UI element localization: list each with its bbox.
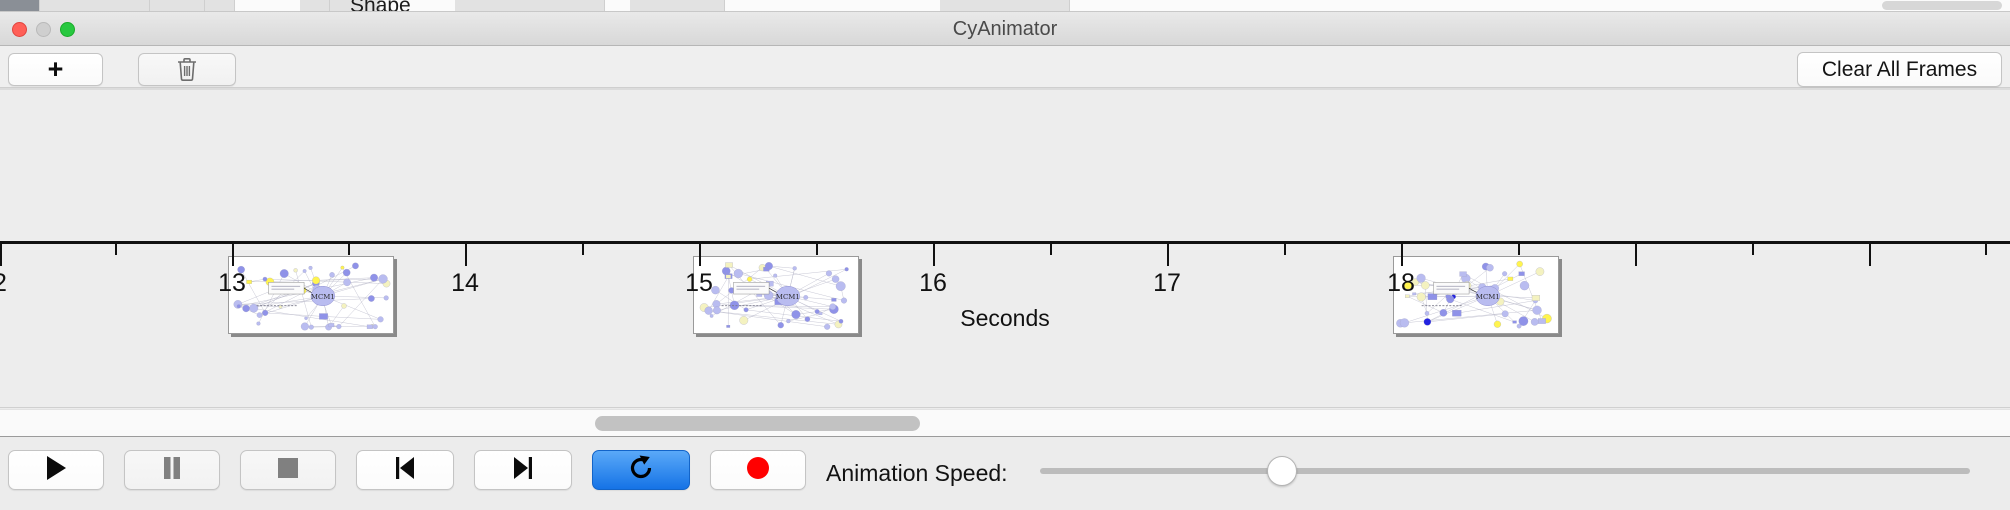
pause-button[interactable] — [124, 450, 220, 490]
axis-tick-major — [1167, 244, 1169, 266]
play-icon — [44, 455, 68, 486]
play-button[interactable] — [8, 450, 104, 490]
bg-chip — [455, 0, 605, 11]
svg-text:MCM1: MCM1 — [776, 293, 800, 301]
skip-start-icon — [393, 455, 417, 486]
skip-end-icon — [511, 455, 535, 486]
toolbar: + Clear All Frames — [0, 46, 2010, 88]
axis-line — [0, 241, 2010, 244]
axis-tick-major — [699, 244, 701, 266]
window-controls — [12, 22, 75, 37]
axis-tick-minor — [1050, 244, 1052, 255]
axis-tick-major — [1401, 244, 1403, 266]
timeline-axis: 2 13 14 15 16 17 18 Seconds — [0, 241, 2010, 331]
bg-chip — [150, 0, 205, 11]
record-icon — [746, 456, 770, 485]
minimize-button[interactable] — [36, 22, 51, 37]
bg-chip — [40, 0, 150, 11]
record-button[interactable] — [710, 450, 806, 490]
axis-tick-label: 14 — [451, 269, 479, 297]
bg-chip — [0, 0, 40, 11]
bg-chip — [330, 0, 380, 11]
skip-end-button[interactable] — [474, 450, 572, 490]
axis-tick-label: 16 — [919, 269, 947, 297]
axis-tick-minor — [1985, 244, 1987, 255]
axis-title: Seconds — [960, 305, 1050, 331]
add-frame-button[interactable]: + — [8, 53, 103, 86]
window-title: CyAnimator — [952, 18, 1058, 40]
axis-tick-minor — [1752, 244, 1754, 255]
axis-tick-minor — [816, 244, 818, 255]
bg-chip — [940, 0, 1070, 11]
axis-tick-label: 13 — [218, 269, 246, 297]
delete-frame-button[interactable] — [138, 53, 236, 86]
timeline-frame-thumbnail[interactable]: MCM1 — [1393, 256, 1559, 334]
timeline-horizontal-scrollbar[interactable] — [0, 409, 2010, 437]
animation-speed-slider[interactable] — [1040, 456, 1970, 486]
axis-tick-major — [1635, 244, 1637, 266]
axis-tick-minor — [1518, 244, 1520, 255]
axis-tick-major — [465, 244, 467, 266]
axis-tick-major — [1869, 244, 1871, 266]
background-window-label: Shape — [350, 0, 411, 12]
loop-button[interactable] — [592, 450, 690, 490]
bg-chip — [300, 0, 330, 11]
scrollbar-thumb[interactable] — [595, 416, 920, 431]
timeline-top-divider — [0, 88, 2010, 90]
background-scrollbar[interactable] — [1882, 1, 2002, 10]
slider-thumb[interactable] — [1266, 456, 1297, 486]
axis-tick-label: 2 — [0, 269, 7, 298]
axis-tick-major — [933, 244, 935, 266]
svg-text:MCM1: MCM1 — [311, 293, 335, 301]
axis-tick-minor — [1284, 244, 1286, 255]
clear-all-frames-button[interactable]: Clear All Frames — [1797, 52, 2002, 87]
title-bar: CyAnimator — [0, 12, 2010, 46]
background-window-strip: Shape — [0, 0, 2010, 12]
skip-start-button[interactable] — [356, 450, 454, 490]
axis-tick-major — [232, 244, 234, 266]
axis-tick-minor — [582, 244, 584, 255]
slider-track — [1040, 468, 1970, 474]
close-button[interactable] — [12, 22, 27, 37]
maximize-button[interactable] — [60, 22, 75, 37]
pause-icon — [161, 455, 183, 486]
axis-tick-label: 17 — [1153, 269, 1181, 297]
svg-text:MCM1: MCM1 — [1476, 293, 1500, 301]
player-bar: Animation Speed: — [0, 438, 2010, 510]
loop-icon — [627, 454, 655, 487]
axis-tick-minor — [348, 244, 350, 255]
trash-icon — [176, 57, 198, 82]
axis-tick-minor — [115, 244, 117, 255]
axis-tick-major — [0, 244, 2, 266]
axis-tick-label: 18 — [1387, 269, 1415, 297]
stop-icon — [276, 456, 300, 485]
axis-tick-label: 15 — [685, 269, 713, 297]
plus-icon: + — [47, 54, 64, 84]
bg-chip — [630, 0, 725, 11]
timeline-frame-thumbnail[interactable]: MCM1 — [693, 256, 859, 334]
timeline-frame-thumbnail[interactable]: MCM1 — [228, 256, 394, 334]
stop-button[interactable] — [240, 450, 336, 490]
animation-speed-label: Animation Speed: — [826, 460, 1008, 486]
timeline-panel[interactable]: MCM1 MCM1 MCM1 2 13 14 15 16 17 18 Seconds — [0, 88, 2010, 408]
bg-chip — [205, 0, 235, 11]
